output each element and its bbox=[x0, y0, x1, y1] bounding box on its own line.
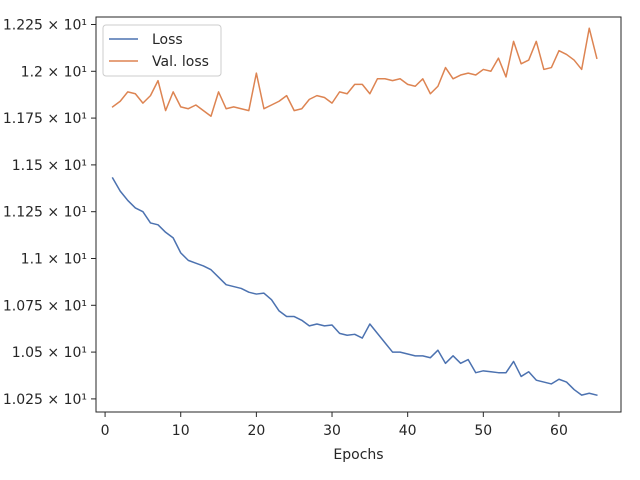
legend-entry-loss: Loss bbox=[152, 32, 183, 48]
y-tick-label: 1.05 × 10¹ bbox=[12, 345, 87, 361]
legend-entry-val-loss: Val. loss bbox=[152, 54, 209, 70]
legend: Loss Val. loss bbox=[102, 24, 222, 77]
y-tick-label: 1.075 × 10¹ bbox=[3, 298, 87, 314]
y-tick-label: 1.125 × 10¹ bbox=[3, 205, 87, 221]
series-line-val-loss bbox=[111, 27, 598, 117]
y-tick-label: 1.175 × 10¹ bbox=[3, 111, 87, 127]
x-tick-label: 10 bbox=[172, 423, 190, 439]
x-tick-label: 40 bbox=[399, 423, 417, 439]
series-layer bbox=[111, 27, 598, 397]
y-axis: 1.025 × 10¹ 1.05 × 10¹ 1.075 × 10¹ 1.1 × 10… bbox=[3, 17, 96, 408]
plot-background bbox=[96, 17, 621, 412]
plot-frame bbox=[95, 16, 622, 413]
y-tick-label: 1.1 × 10¹ bbox=[21, 251, 87, 267]
y-tick-label: 1.2 × 10¹ bbox=[21, 64, 87, 80]
series-line-loss bbox=[111, 176, 598, 397]
y-tick-label: 1.025 × 10¹ bbox=[3, 392, 87, 408]
y-tick-label: 1.15 × 10¹ bbox=[12, 158, 87, 174]
x-tick-label: 0 bbox=[101, 423, 110, 439]
legend-box bbox=[102, 24, 222, 77]
x-axis: 0 10 20 30 40 50 60 bbox=[101, 412, 568, 439]
y-tick-label: 1.225 × 10¹ bbox=[3, 17, 87, 33]
x-axis-label: Epochs bbox=[333, 447, 383, 463]
x-tick-label: 20 bbox=[247, 423, 265, 439]
x-tick-label: 50 bbox=[474, 423, 492, 439]
x-tick-label: 60 bbox=[550, 423, 568, 439]
x-tick-label: 30 bbox=[323, 423, 341, 439]
